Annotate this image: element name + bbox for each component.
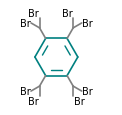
Text: Br: Br bbox=[20, 19, 30, 29]
Text: Br: Br bbox=[28, 97, 39, 106]
Text: Br: Br bbox=[62, 9, 73, 18]
Text: Br: Br bbox=[28, 9, 39, 18]
Text: Br: Br bbox=[20, 86, 30, 96]
Text: Br: Br bbox=[74, 97, 85, 106]
Text: Br: Br bbox=[82, 19, 93, 29]
Text: Br: Br bbox=[82, 86, 93, 96]
